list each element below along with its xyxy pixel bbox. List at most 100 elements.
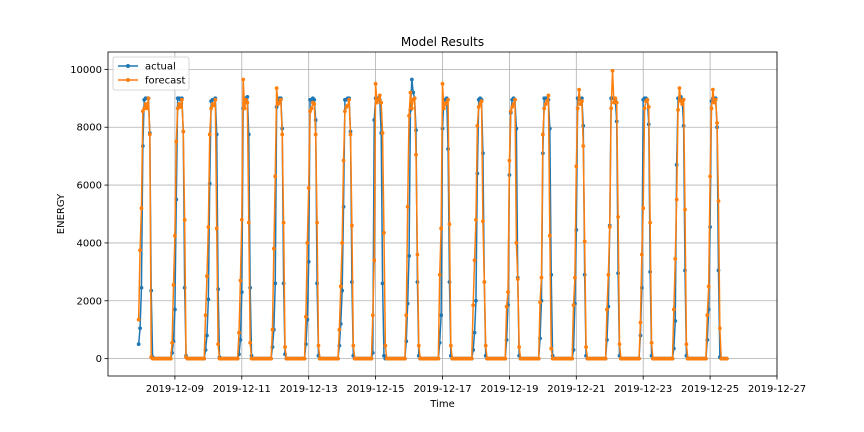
data-point-forecast (283, 345, 287, 349)
data-point-forecast (613, 96, 618, 101)
data-point-forecast (416, 343, 421, 348)
data-point-forecast (412, 96, 417, 101)
data-point-actual (673, 319, 678, 323)
data-point-forecast (383, 343, 388, 348)
data-point-forecast (345, 103, 350, 108)
data-point-forecast (415, 252, 420, 257)
data-point-forecast (584, 345, 588, 349)
data-point-actual (409, 77, 414, 82)
data-point-forecast (436, 356, 441, 361)
data-point-forecast (716, 199, 721, 203)
data-point-forecast (175, 106, 180, 111)
data-point-forecast (441, 106, 446, 111)
data-point-forecast (680, 102, 685, 106)
data-point-forecast (170, 340, 175, 345)
data-point-forecast (575, 106, 580, 111)
data-point-forecast (642, 106, 647, 111)
data-point-forecast (571, 303, 576, 308)
x-tick-label: 2019-12-15 (347, 384, 405, 395)
x-tick-label: 2019-12-27 (748, 384, 806, 395)
data-point-forecast (447, 222, 452, 227)
x-tick-label: 2019-12-09 (146, 384, 204, 395)
data-point-forecast (641, 206, 646, 211)
data-point-forecast (712, 100, 717, 105)
x-tick-label: 2019-12-19 (480, 384, 538, 395)
data-point-forecast (277, 100, 282, 105)
x-tick-label: 2019-12-13 (280, 384, 338, 395)
data-point-forecast (706, 284, 711, 289)
data-point-forecast (614, 100, 619, 105)
data-point-forecast (709, 106, 714, 111)
data-point-forecast (139, 206, 144, 211)
data-point-forecast (337, 327, 342, 332)
data-point-forecast (440, 81, 445, 86)
data-point-forecast (475, 123, 480, 128)
data-point-forecast (713, 97, 718, 102)
data-point-forecast (405, 204, 410, 209)
data-point-forecast (673, 256, 678, 261)
data-point-actual (139, 285, 144, 290)
data-point-forecast (471, 303, 476, 308)
data-point-forecast (508, 109, 513, 114)
data-point-actual (273, 281, 278, 286)
data-point-forecast (513, 97, 517, 102)
data-point-forecast (351, 343, 356, 348)
data-point-forecast (306, 186, 311, 190)
data-point-forecast (145, 106, 149, 111)
data-point-forecast (313, 132, 318, 137)
legend: actual forecast (112, 56, 190, 91)
legend-marker-actual (126, 64, 130, 68)
data-point-actual (407, 254, 411, 258)
data-point-forecast (205, 274, 209, 279)
data-point-forecast (244, 97, 248, 102)
data-point-actual (411, 90, 416, 95)
data-point-forecast (603, 356, 608, 361)
series-forecast (136, 68, 729, 361)
legend-label-forecast: forecast (145, 76, 186, 87)
data-point-forecast (348, 132, 353, 137)
data-point-forecast (177, 102, 181, 106)
data-point-forecast (377, 93, 382, 98)
data-point-forecast (616, 214, 621, 219)
data-point-forecast (677, 86, 682, 91)
data-point-forecast (639, 252, 644, 257)
data-point-forecast (478, 102, 483, 106)
data-point-forecast (617, 342, 622, 347)
data-point-forecast (246, 220, 251, 225)
data-point-forecast (717, 326, 722, 331)
data-point-forecast (609, 106, 614, 111)
data-point-actual (205, 333, 209, 338)
data-point-forecast (507, 158, 512, 163)
data-point-forecast (340, 241, 345, 245)
data-point-forecast (671, 307, 676, 312)
data-point-forecast (270, 327, 275, 332)
y-tick-label: 4000 (77, 238, 102, 249)
legend-label-actual: actual (145, 62, 176, 73)
y-tick-label: 0 (96, 354, 102, 365)
data-point-forecast (536, 356, 541, 361)
legend-marker-forecast (126, 78, 130, 82)
data-point-forecast (674, 197, 679, 202)
data-point-forecast (273, 174, 278, 179)
data-point-forecast (173, 233, 177, 238)
data-point-forecast (676, 107, 680, 112)
data-point-forecast (350, 223, 354, 228)
y-tick-label: 10000 (70, 65, 102, 76)
data-point-forecast (638, 320, 643, 325)
chart-title: Model Results (401, 35, 484, 49)
data-point-forecast (407, 113, 411, 118)
data-point-forecast (241, 77, 246, 82)
data-point-actual (206, 297, 211, 302)
data-point-forecast (649, 340, 654, 345)
x-tick-label: 2019-12-21 (547, 384, 605, 395)
data-point-actual (439, 313, 444, 318)
data-point-actual (238, 337, 243, 342)
x-tick-label: 2019-12-23 (614, 384, 672, 395)
data-point-forecast (138, 248, 142, 253)
data-point-forecast (503, 356, 508, 361)
data-point-forecast (274, 86, 279, 91)
data-point-forecast (439, 226, 444, 231)
data-point-forecast (142, 106, 147, 111)
data-point-forecast (312, 102, 317, 106)
